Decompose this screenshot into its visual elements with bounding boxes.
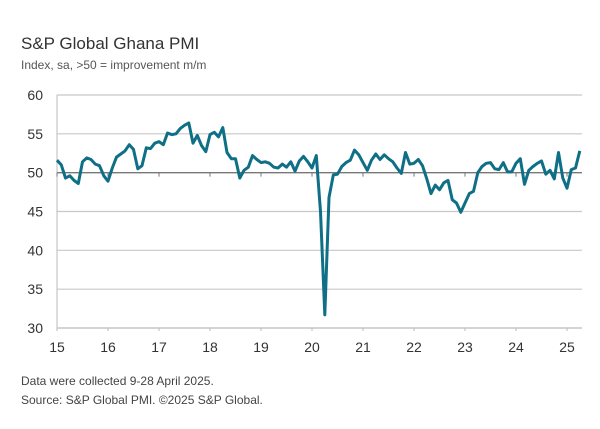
y-tick-label: 45: [27, 204, 43, 220]
x-tick-label: 19: [253, 339, 269, 355]
source-note: Source: S&P Global PMI. ©2025 S&P Global…: [21, 393, 263, 407]
x-tick-label: 18: [202, 339, 218, 355]
x-tick-label: 23: [457, 339, 473, 355]
y-tick-label: 50: [27, 165, 43, 181]
chart-subtitle: Index, sa, >50 = improvement m/m: [21, 58, 207, 72]
x-tick-label: 25: [559, 339, 575, 355]
y-tick-label: 35: [27, 281, 43, 297]
y-tick-label: 30: [27, 320, 43, 336]
y-tick-label: 55: [27, 126, 43, 142]
x-tick-label: 21: [355, 339, 371, 355]
x-tick-label: 22: [406, 339, 422, 355]
x-tick-label: 16: [100, 339, 116, 355]
y-tick-label: 60: [27, 87, 43, 103]
x-tick-label: 24: [508, 339, 524, 355]
x-tick-label: 15: [49, 339, 65, 355]
y-tick-label: 40: [27, 242, 43, 258]
x-tick-label: 20: [304, 339, 320, 355]
x-tick-label: 17: [151, 339, 167, 355]
data-collection-note: Data were collected 9-28 April 2025.: [21, 374, 214, 388]
pmi-series-line: [55, 121, 582, 317]
chart-title: S&P Global Ghana PMI: [21, 34, 200, 53]
